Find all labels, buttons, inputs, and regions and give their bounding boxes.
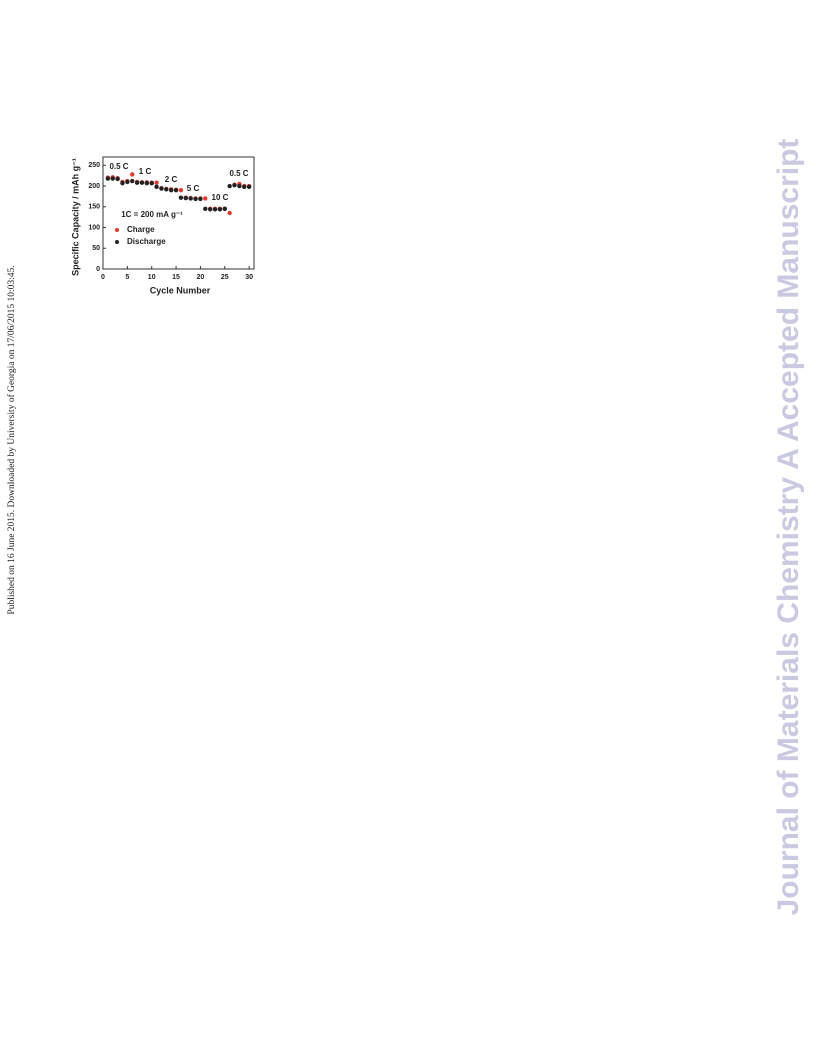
data-point xyxy=(198,196,203,202)
plot-frame xyxy=(102,156,255,270)
x-tick-label: 0 xyxy=(101,274,105,281)
data-point xyxy=(203,206,208,212)
watermark: Journal of Materials Chemistry A Accepte… xyxy=(772,139,805,916)
data-point xyxy=(115,176,120,182)
y-tick-label: 100 xyxy=(88,224,100,231)
x-tick-label: 20 xyxy=(197,274,205,281)
data-point xyxy=(120,180,125,186)
x-tick-label: 5 xyxy=(125,274,129,281)
y-tick-label: 200 xyxy=(88,183,100,190)
x-tick-label: 25 xyxy=(221,274,229,281)
legend-label: Charge xyxy=(127,225,155,234)
data-point xyxy=(246,184,252,190)
annotation: 1C = 200 mA g⁻¹ xyxy=(121,210,183,219)
y-tick-label: 150 xyxy=(88,204,100,211)
x-tick-label: 15 xyxy=(172,274,180,281)
sidebar: Published on 16 June 2015. Downloaded by… xyxy=(6,265,17,614)
data-point xyxy=(203,196,208,201)
annotation: 1 C xyxy=(139,167,152,176)
data-point xyxy=(222,206,227,212)
annotation: 2 C xyxy=(165,175,178,184)
data-point xyxy=(125,179,130,185)
y-tick-label: 50 xyxy=(92,245,100,252)
data-point xyxy=(227,183,232,189)
x-axis-label: Cycle Number xyxy=(150,285,211,295)
data-point xyxy=(130,178,135,184)
legend-label: Discharge xyxy=(127,237,166,246)
data-point xyxy=(183,195,189,201)
legend-marker xyxy=(115,228,119,232)
data-point xyxy=(154,184,159,190)
y-axis-label: Specific Capacity / mAh g⁻¹ xyxy=(70,158,80,276)
x-tick-label: 10 xyxy=(148,274,156,281)
data-point xyxy=(212,207,218,212)
data-point xyxy=(159,186,164,191)
data-point xyxy=(178,187,184,193)
annotation: 10 C xyxy=(212,193,229,202)
data-point xyxy=(188,196,193,201)
data-point xyxy=(164,187,169,192)
data-point xyxy=(207,207,213,212)
data-point xyxy=(237,183,242,189)
annotation: 5 C xyxy=(187,184,200,193)
data-point xyxy=(242,184,247,190)
data-point xyxy=(168,187,174,193)
data-point xyxy=(110,176,115,181)
data-point xyxy=(149,180,154,186)
y-tick-label: 250 xyxy=(88,162,100,169)
data-point xyxy=(144,180,150,186)
data-point xyxy=(105,176,111,181)
x-tick-label: 30 xyxy=(245,274,253,281)
data-point xyxy=(154,180,159,185)
data-point xyxy=(178,195,184,200)
annotation: 0.5 C xyxy=(109,162,128,171)
data-point xyxy=(217,207,223,212)
y-tick-label: 0 xyxy=(96,266,100,273)
data-point xyxy=(193,196,198,202)
annotation: 0.5 C xyxy=(229,169,248,178)
data-point xyxy=(227,210,232,216)
data-point xyxy=(232,183,237,188)
data-point xyxy=(134,180,140,185)
data-point xyxy=(130,172,135,177)
data-point xyxy=(173,187,179,193)
data-point xyxy=(139,180,145,185)
legend-marker xyxy=(115,240,119,244)
